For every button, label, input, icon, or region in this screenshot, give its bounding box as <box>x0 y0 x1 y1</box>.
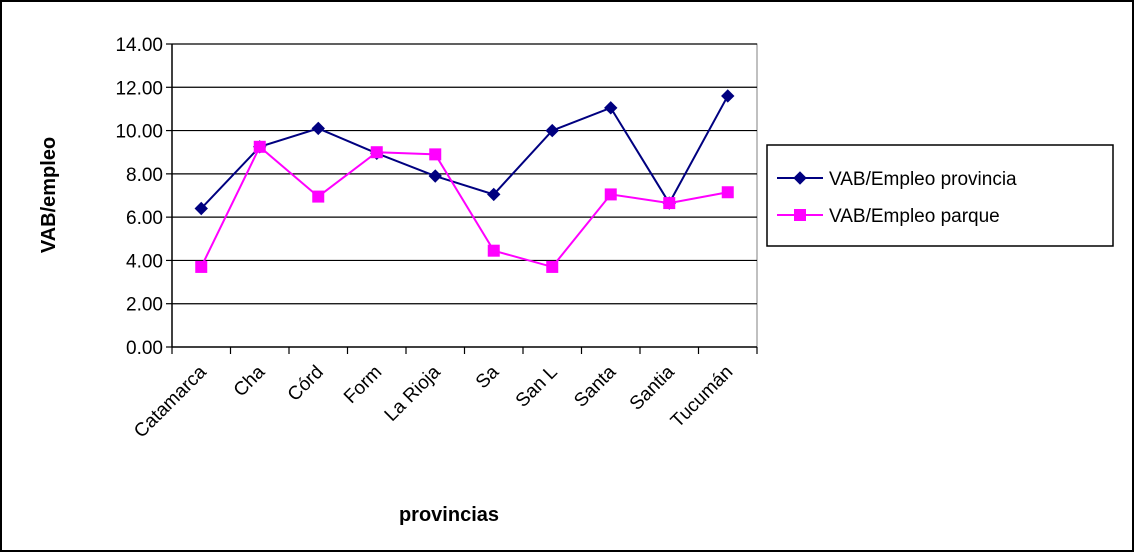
y-tick-label-4.00: 4.00 <box>126 251 163 272</box>
series-2-point-9 <box>721 186 734 199</box>
series-2-point-6 <box>546 260 559 273</box>
plot-area <box>171 43 758 348</box>
legend: VAB/Empleo provincia VAB/Empleo parque <box>766 144 1114 247</box>
series-1-point-9 <box>721 89 735 103</box>
x-axis-title: provincias <box>399 504 499 526</box>
y-tick-label-8.00: 8.00 <box>126 165 163 186</box>
series-2-point-1 <box>253 140 266 153</box>
legend-label-2: VAB/Empleo parque <box>829 206 1000 227</box>
series-2-point-2 <box>312 190 325 203</box>
y-tick-labels: 0.00 2.00 4.00 6.00 8.00 10.00 12.00 14.00 <box>115 35 163 359</box>
y-tick-label-14.00: 14.00 <box>115 35 163 56</box>
series-2-point-5 <box>487 244 500 257</box>
y-tick-label-0.00: 0.00 <box>126 338 163 359</box>
series-1-point-5 <box>487 187 501 202</box>
series-1-point-0 <box>194 201 208 216</box>
y-tick-label-12.00: 12.00 <box>115 78 163 99</box>
series <box>194 89 735 273</box>
series-1-point-2 <box>311 121 325 136</box>
y-tick-label-2.00: 2.00 <box>126 295 163 316</box>
gridlines <box>171 43 758 348</box>
y-tick-label-6.00: 6.00 <box>126 208 163 229</box>
series-2-point-4 <box>429 148 442 161</box>
series-2 <box>195 140 734 273</box>
series-2-point-0 <box>195 260 208 273</box>
series-2-point-3 <box>370 146 383 159</box>
series-1-line <box>200 95 729 210</box>
y-tick-label-10.00: 10.00 <box>115 122 163 143</box>
series-2-point-7 <box>604 188 617 201</box>
series-1-point-7 <box>604 101 618 115</box>
series-1-point-6 <box>545 123 559 138</box>
y-axis-title: VAB/empleo <box>38 137 60 253</box>
legend-box <box>766 144 1114 247</box>
legend-label-1: VAB/Empleo provincia <box>829 169 1017 190</box>
axes <box>166 43 758 354</box>
series-2-point-8 <box>663 197 676 210</box>
legend-marker-2 <box>794 209 806 221</box>
series-1-point-4 <box>428 169 442 183</box>
series-2-line <box>200 145 728 269</box>
legend-marker-1 <box>793 171 807 185</box>
